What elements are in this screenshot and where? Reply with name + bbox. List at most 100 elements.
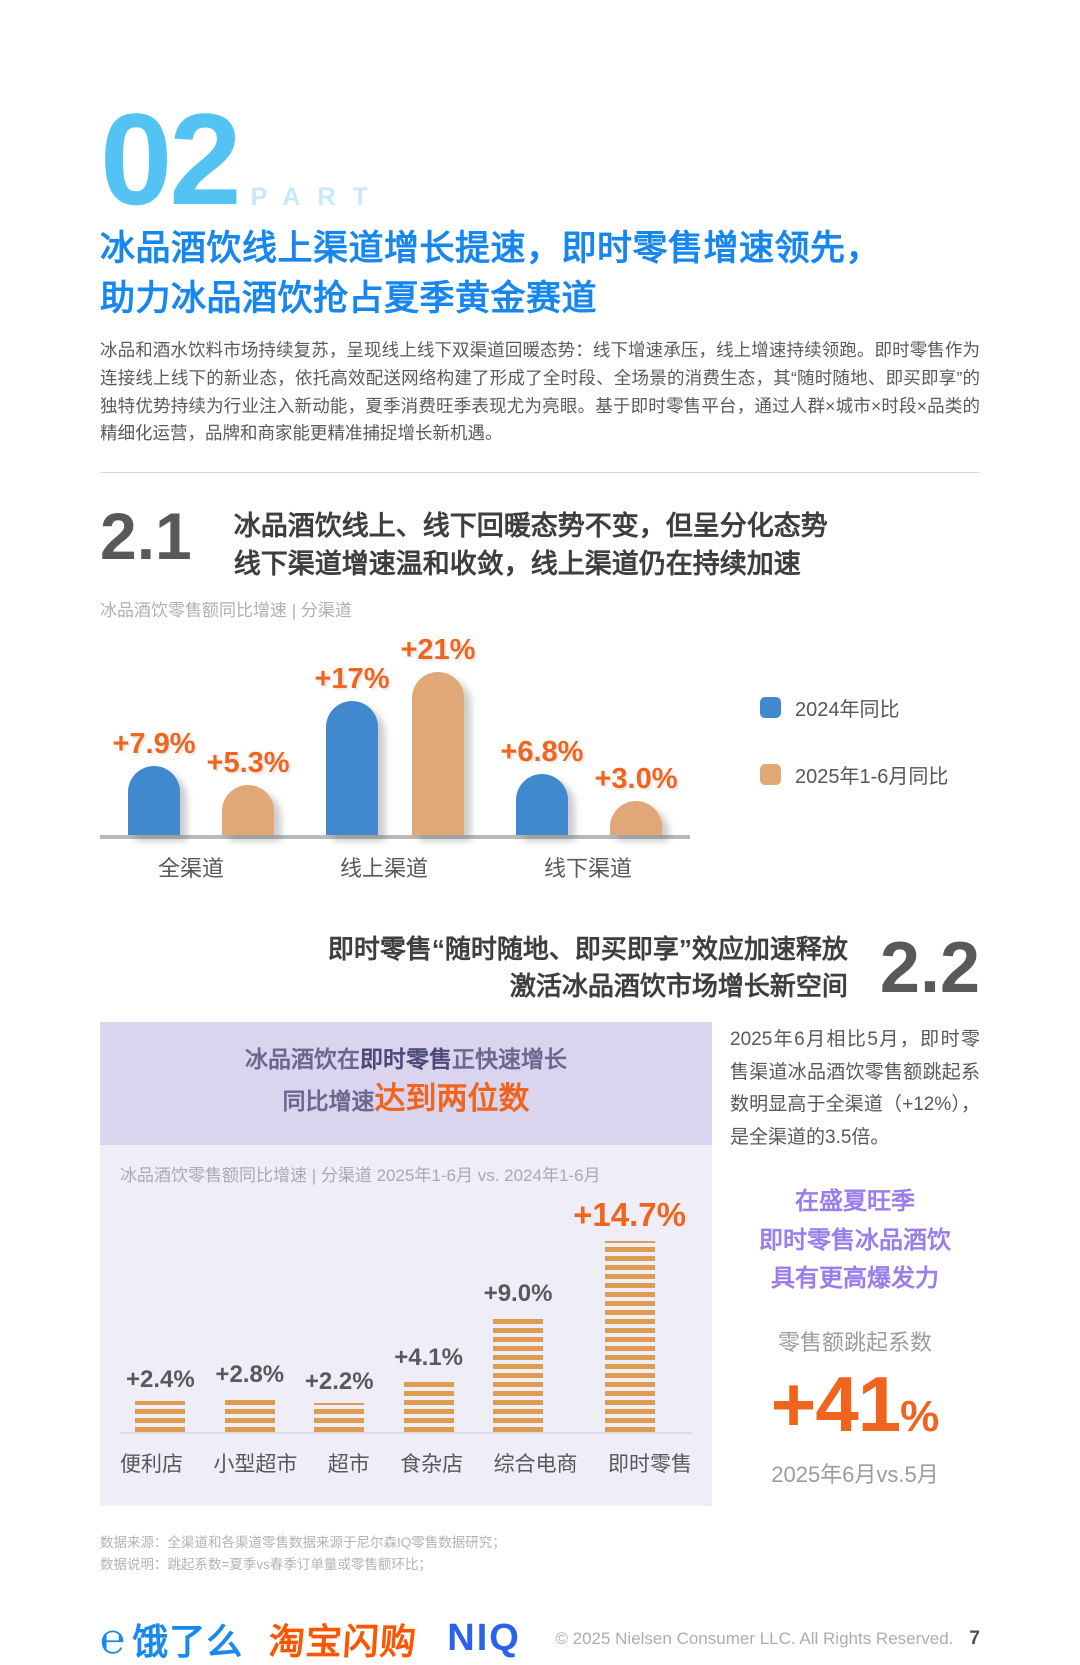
striped-bar	[314, 1402, 365, 1432]
panel-line2-em: 达到两位数	[374, 1081, 530, 1117]
category-label: 食杂店	[400, 1452, 464, 1476]
striped-bar	[224, 1395, 275, 1432]
legend-swatch-tan	[760, 763, 781, 785]
bar-blue	[515, 773, 568, 835]
aside-highlight-line1: 在盛夏旺季	[795, 1187, 915, 1215]
bar-column: +7.9%	[112, 727, 196, 835]
section-22-header: 即时零售“随时随地、即买即享”效应加速释放 激活冰品酒饮市场增长新空间 2.2	[100, 931, 980, 1006]
page-number: 7	[969, 1627, 980, 1649]
section-divider	[100, 471, 980, 473]
panel-title-line1: 冰品酒饮在即时零售正快速增长	[108, 1042, 704, 1077]
category-label: 线上渠道	[339, 855, 428, 881]
metric-value-row: +41%	[730, 1365, 980, 1443]
grouped-bar-plot: +7.9% +5.3% +17% +21% +6.8% +3.0%	[100, 627, 690, 839]
niq-logo-text: NIQ	[447, 1617, 521, 1659]
part-header: 02 PART	[100, 85, 980, 232]
panel-title-line2: 同比增速达到两位数	[108, 1076, 704, 1123]
category-label: 超市	[327, 1452, 370, 1476]
chart1-legend: 2024年同比 2025年1-6月同比	[760, 693, 948, 789]
aside-paragraph: 2025年6月相比5月，即时零售渠道冰品酒饮零售额跳起系数明显高于全渠道（+12…	[730, 1028, 980, 1148]
bar-blue	[127, 765, 180, 835]
striped-bar-column: +9.0%	[483, 1279, 553, 1432]
bar-column: +3.0%	[594, 762, 678, 835]
striped-bar	[135, 1400, 186, 1432]
section-21-title-line2: 线下渠道增速温和收敛，线上渠道仍在持续加速	[233, 549, 801, 580]
bar-value-label: +7.9%	[112, 727, 196, 760]
metric-caption: 2025年6月vs.5月	[771, 1462, 939, 1488]
striped-bar-column: +2.4%	[126, 1366, 195, 1432]
legend-item-2024: 2024年同比	[760, 693, 948, 722]
panel-line2-pre: 同比增速	[282, 1088, 375, 1115]
aside-highlight: 在盛夏旺季 即时零售冰品酒饮 具有更高爆发力	[730, 1183, 980, 1300]
striped-bar-value-label: +2.8%	[215, 1360, 285, 1388]
bar-column: +21%	[400, 634, 475, 835]
chart1-subtitle: 冰品酒饮零售额同比增速 | 分渠道	[100, 600, 352, 620]
aside-highlight-line2: 即时零售冰品酒饮	[759, 1226, 951, 1254]
category-label: 小型超市	[213, 1452, 298, 1476]
metric-unit: %	[900, 1392, 940, 1442]
bar-value-label: +21%	[400, 633, 476, 666]
panel-body: 冰品酒饮零售额同比增速 | 分渠道 2025年1-6月 vs. 2024年1-6…	[100, 1144, 712, 1506]
striped-bar	[604, 1240, 655, 1432]
grouped-bar-chart: +7.9% +5.3% +17% +21% +6.8% +3.0% 全渠道 线上渠道 线下渠道…	[100, 627, 980, 889]
bar-value-label: +17%	[314, 662, 390, 695]
bar-tan	[609, 800, 662, 835]
taobao-logo-text: 淘宝闪购	[267, 1620, 419, 1662]
page-title-line1: 冰品酒饮线上渠道增长提速，即时零售增速领先，	[100, 229, 882, 268]
striped-bar	[403, 1378, 454, 1432]
bar-column: +17%	[314, 662, 390, 835]
metric-label: 零售额跳起系数	[777, 1330, 932, 1356]
striped-bar-value-label: +2.2%	[304, 1367, 374, 1395]
section-21-header: 2.1 冰品酒饮线上、线下回暖态势不变，但呈分化态势 线下渠道增速温和收敛，线上…	[100, 498, 980, 584]
bar-group-2: +17% +21%	[314, 634, 475, 835]
chart2-subtitle: 冰品酒饮零售额同比增速 | 分渠道 2025年1-6月 vs. 2024年1-6…	[120, 1165, 601, 1185]
panel-title-post: 正快速增长	[452, 1045, 567, 1072]
section-22-body: 冰品酒饮在即时零售正快速增长 同比增速达到两位数 冰品酒饮零售额同比增速 | 分…	[100, 1021, 980, 1506]
striped-bar-column: +2.8%	[215, 1361, 284, 1432]
legend-label-2024: 2024年同比	[795, 698, 900, 721]
section-21-title: 冰品酒饮线上、线下回暖态势不变，但呈分化态势 线下渠道增速温和收敛，线上渠道仍在…	[234, 505, 828, 584]
panel-title: 冰品酒饮在即时零售正快速增长 同比增速达到两位数	[100, 1021, 712, 1145]
page-title-line2: 助力冰品酒饮抢占夏季黄金赛道	[100, 278, 598, 318]
bar-value-label: +3.0%	[594, 762, 678, 795]
striped-bar-value-label: +4.1%	[394, 1343, 463, 1371]
panel-title-em: 即时零售	[360, 1045, 452, 1072]
bar-blue	[325, 700, 378, 835]
category-label: 即时零售	[607, 1452, 692, 1476]
section-22-number: 2.2	[879, 928, 980, 1009]
section-21-number: 2.1	[100, 498, 192, 573]
bar-group-1: +7.9% +5.3%	[112, 727, 290, 835]
striped-bar-column: +14.7%	[573, 1196, 686, 1432]
section-21-title-line1: 冰品酒饮线上、线下回暖态势不变，但呈分化态势	[233, 510, 828, 541]
category-label: 全渠道	[157, 855, 224, 881]
bar-tan	[411, 671, 464, 835]
striped-bar-categories: 便利店 小型超市 超市 食杂店 综合电商 即时零售	[120, 1448, 692, 1478]
footer-note-source: 数据来源：全渠道和各渠道零售数据来源于尼尔森IQ零售数据研究；	[100, 1534, 506, 1550]
metric-value: +41	[770, 1360, 901, 1449]
striped-bar-value-label: +2.4%	[126, 1365, 195, 1393]
striped-bar-value-label: +9.0%	[483, 1279, 553, 1307]
copyright-text: © 2025 Nielsen Consumer LLC. All Rights …	[555, 1628, 954, 1648]
category-label: 线下渠道	[543, 855, 632, 881]
bar-value-label: +6.8%	[500, 735, 584, 768]
niq-logo: NIQ	[447, 1617, 521, 1660]
bar-column: +6.8%	[500, 736, 583, 835]
report-page: 02 PART 冰品酒饮线上渠道增长提速，即时零售增速领先， 助力冰品酒饮抢占夏…	[100, 85, 980, 1662]
grouped-bar-categories: 全渠道 线上渠道 线下渠道	[100, 851, 690, 883]
eleme-e-icon: ℮	[100, 1614, 127, 1662]
bar-value-label: +5.3%	[206, 746, 290, 779]
part-word: PART	[250, 183, 385, 211]
legend-label-2025: 2025年1-6月同比	[795, 765, 949, 788]
striped-bar-column: +2.2%	[305, 1368, 374, 1432]
footer-notes: 数据来源：全渠道和各渠道零售数据来源于尼尔森IQ零售数据研究； 数据说明：跳起系…	[100, 1532, 980, 1577]
instant-retail-panel: 冰品酒饮在即时零售正快速增长 同比增速达到两位数 冰品酒饮零售额同比增速 | 分…	[100, 1021, 712, 1506]
section-22-title: 即时零售“随时随地、即买即享”效应加速释放 激活冰品酒饮市场增长新空间	[328, 931, 848, 1006]
striped-bar-value-label: +14.7%	[573, 1195, 686, 1233]
part-number: 02	[100, 85, 242, 232]
section-22-title-line2: 激活冰品酒饮市场增长新空间	[509, 971, 848, 1002]
eleme-logo: ℮ 饿了么	[100, 1613, 243, 1665]
taobao-shangou-logo: 淘宝闪购	[267, 1613, 419, 1665]
bar-tan	[222, 784, 275, 835]
page-title: 冰品酒饮线上渠道增长提速，即时零售增速领先， 助力冰品酒饮抢占夏季黄金赛道	[100, 224, 980, 323]
category-label: 综合电商	[493, 1452, 578, 1476]
